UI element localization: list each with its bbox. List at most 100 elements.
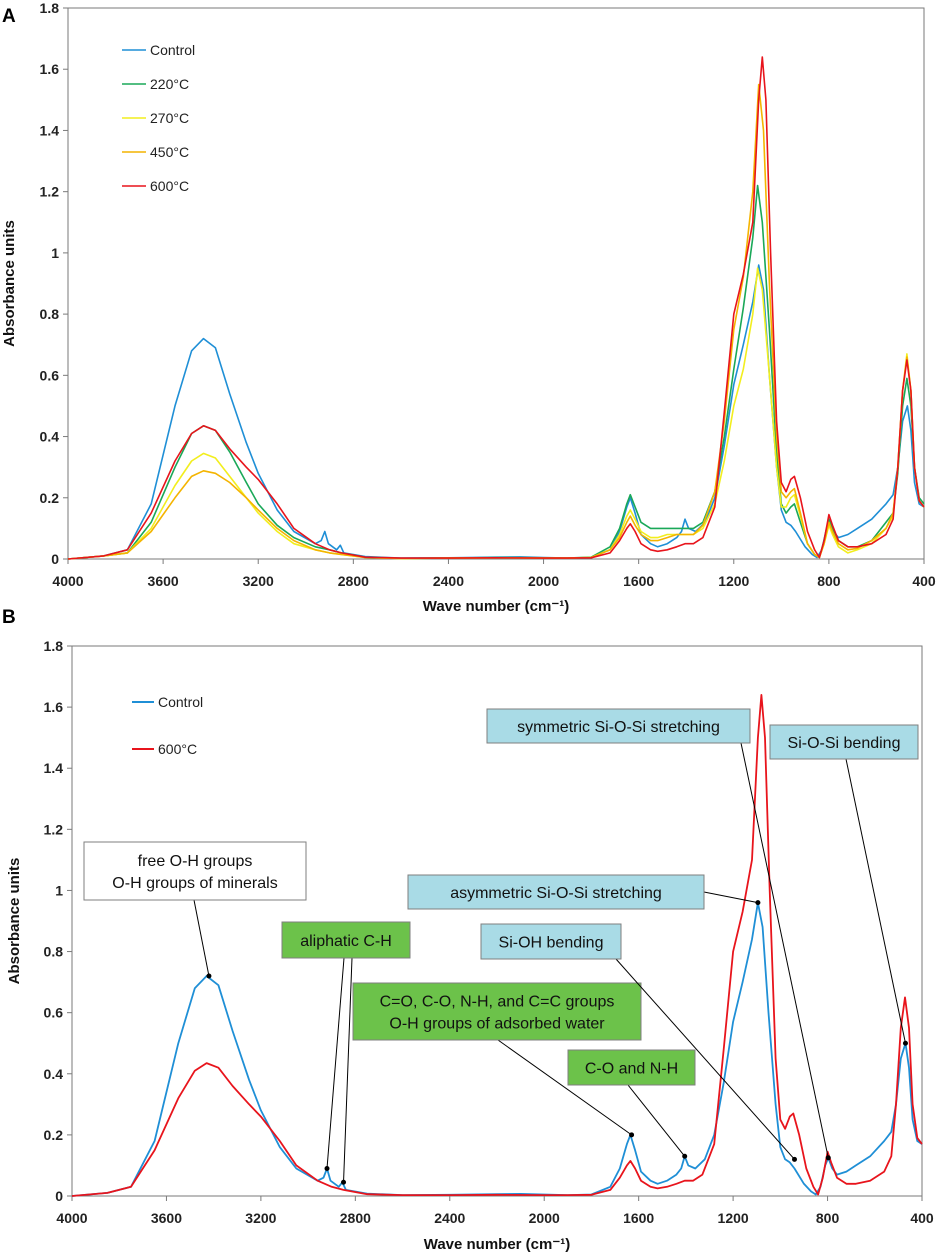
panel-b-annotations: free O-H groups O-H groups of minerals ali…	[83, 708, 919, 1185]
series-line-450c	[67, 83, 925, 560]
annotation-text: O-H groups of adsorbed water	[389, 1016, 605, 1033]
x-tick-label: 2000	[528, 573, 559, 589]
annotation-asymmetric-si-o-si-stretching: asymmetric Si-O-Si stretching	[407, 874, 761, 910]
annotation-text: C=O, C-O, N-H, and C=C groups	[380, 994, 615, 1011]
x-tick-label: 2400	[433, 573, 464, 589]
annotation-leader-line	[326, 957, 345, 1169]
x-tick-label: 3600	[148, 573, 179, 589]
annotation-box	[480, 923, 622, 960]
panel-b-y-axis-title: Absorbance units	[6, 858, 23, 985]
annotation-si-oh-bending: Si-OH bending	[480, 923, 797, 1162]
annotation-point-marker	[825, 1155, 831, 1161]
legend-label-600c: 600°C	[150, 178, 189, 194]
annotation-leader-line	[193, 899, 210, 977]
annotation-box	[567, 1049, 696, 1086]
annotation-box	[407, 874, 705, 910]
annotation-point-marker	[341, 1179, 347, 1185]
annotation-point-marker	[682, 1153, 688, 1159]
x-tick-label: 400	[912, 573, 936, 589]
annotation-text: Si-O-Si bending	[788, 735, 901, 752]
series-line-600c	[67, 56, 925, 560]
y-tick-label: 0.4	[40, 429, 60, 445]
y-tick-label: 1	[51, 245, 59, 261]
panel-b-series-lines	[71, 694, 923, 1197]
panel-b-y-ticks: 0 0.2 0.4 0.6 0.8 1 1.2 1.4 1.6 1.8	[44, 638, 72, 1204]
x-tick-label: 2400	[434, 1210, 465, 1226]
panel-a-y-ticks: 0 0.2 0.4 0.6 0.8 1 1.2 1.4 1.6 1.8	[40, 0, 68, 567]
y-tick-label: 0	[55, 1188, 63, 1204]
y-tick-label: 0.4	[44, 1066, 64, 1082]
x-tick-label: 4000	[56, 1210, 87, 1226]
y-tick-label: 0	[51, 551, 59, 567]
y-tick-label: 0.6	[44, 1005, 64, 1021]
annotation-box	[83, 841, 307, 901]
y-tick-label: 0.2	[44, 1127, 64, 1143]
annotation-leader-line	[343, 957, 353, 1183]
x-tick-label: 3200	[243, 573, 274, 589]
annotation-text: O-H groups of minerals	[112, 875, 277, 892]
x-tick-label: 800	[816, 1210, 840, 1226]
panel-b-letter: B	[2, 607, 16, 628]
annotation-point-marker	[324, 1166, 330, 1171]
y-tick-label: 1.4	[40, 122, 60, 138]
y-tick-label: 0.2	[40, 490, 60, 506]
panel-a-y-axis-title: Absorbance units	[1, 220, 18, 347]
legend-label-220c: 220°C	[150, 76, 189, 92]
x-tick-label: 1200	[718, 573, 749, 589]
y-tick-label: 0.8	[44, 944, 64, 960]
series-line-control	[67, 264, 925, 560]
y-tick-label: 1.8	[44, 638, 64, 654]
panel-a-x-axis-title: Wave number (cm⁻¹)	[423, 598, 570, 615]
annotation-box	[281, 921, 411, 959]
annotation-free-o-h-groups: free O-H groups O-H groups of minerals	[83, 841, 307, 979]
legend-label-control: Control	[158, 694, 203, 710]
panel-b-plot-frame	[71, 645, 923, 1197]
legend-label-600c: 600°C	[158, 741, 197, 757]
annotation-point-marker	[792, 1156, 797, 1162]
y-tick-label: 1.2	[44, 821, 64, 837]
legend-label-450c: 450°C	[150, 144, 189, 160]
panel-b-legend: Control 600°C	[132, 694, 203, 757]
y-tick-label: 1.6	[44, 699, 64, 715]
annotation-c-o-c-o-n-h-and-c-c-groups: C=O, C-O, N-H, and C=C groups O-H groups …	[352, 982, 642, 1138]
annotation-leader-line	[845, 758, 906, 1044]
annotation-aliphatic-c-h: aliphatic C-H	[281, 921, 411, 1185]
panel-a-legend: Control 220°C 270°C 450°C 600°C	[122, 42, 195, 194]
series-line-220c	[67, 184, 925, 560]
annotation-box	[352, 982, 642, 1041]
panel-a-letter: A	[2, 6, 16, 27]
x-tick-label: 4000	[52, 573, 83, 589]
panel-b-x-ticks: 4000 3600 3200 2800 2400 2000 1600 1200 800 400	[56, 1196, 934, 1226]
panel-b: B 0 0.2 0.4 0.6 0.8 1 1.2 1.4 1.6 1.8 4000 3600 320…	[2, 607, 934, 1253]
x-tick-label: 2800	[340, 1210, 371, 1226]
annotation-box	[486, 708, 751, 744]
series-line-270c	[67, 267, 925, 560]
x-tick-label: 800	[817, 573, 841, 589]
annotation-text: symmetric Si-O-Si stretching	[517, 719, 720, 736]
x-tick-label: 1200	[718, 1210, 749, 1226]
y-tick-label: 0.8	[40, 306, 60, 322]
x-tick-label: 2000	[529, 1210, 560, 1226]
annotation-point-marker	[206, 973, 212, 979]
annotation-point-marker	[902, 1040, 908, 1046]
annotation-point-marker	[629, 1132, 635, 1138]
legend-label-control: Control	[150, 42, 195, 58]
annotation-leader-line	[615, 958, 795, 1160]
annotation-leader-line	[703, 891, 758, 904]
x-tick-label: 3200	[245, 1210, 276, 1226]
annotation-point-marker	[755, 900, 761, 906]
y-tick-label: 1	[55, 882, 63, 898]
x-tick-label: 1600	[623, 1210, 654, 1226]
panel-a-series-lines	[67, 56, 925, 560]
annotation-symmetric-si-o-si-stretching: symmetric Si-O-Si stretching	[486, 708, 831, 1161]
annotation-leader-line	[740, 742, 829, 1158]
legend-label-270c: 270°C	[150, 110, 189, 126]
annotation-si-o-si-bending: Si-O-Si bending	[769, 724, 919, 1046]
annotation-text: Si-OH bending	[499, 935, 604, 952]
annotation-leader-line	[627, 1084, 686, 1157]
x-tick-label: 1600	[623, 573, 654, 589]
panel-a-plot-frame	[67, 7, 925, 560]
x-tick-label: 400	[910, 1210, 934, 1226]
panel-a-x-ticks: 4000 3600 3200 2800 2400 2000 1600 1200 800 400	[52, 559, 936, 589]
